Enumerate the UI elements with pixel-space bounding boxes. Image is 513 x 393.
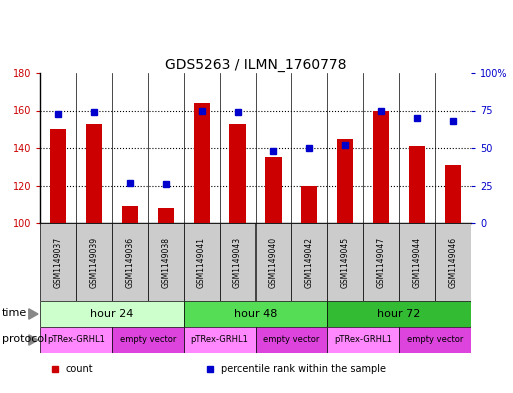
Bar [435, 223, 471, 301]
Bar [409, 146, 425, 223]
Text: GSM1149047: GSM1149047 [377, 237, 386, 288]
Text: empty vector: empty vector [120, 336, 176, 345]
Bar [363, 223, 399, 301]
Bar [40, 223, 76, 301]
Bar [229, 124, 246, 223]
Text: count: count [66, 364, 93, 374]
Text: percentile rank within the sample: percentile rank within the sample [221, 364, 386, 374]
Text: GSM1149046: GSM1149046 [448, 237, 458, 288]
Text: pTRex-GRHL1: pTRex-GRHL1 [334, 336, 392, 345]
Bar [148, 223, 184, 301]
Text: hour 72: hour 72 [378, 309, 421, 319]
Bar [291, 223, 327, 301]
Bar [255, 223, 291, 301]
Text: GSM1149043: GSM1149043 [233, 237, 242, 288]
Text: GSM1149038: GSM1149038 [161, 237, 170, 288]
Text: hour 48: hour 48 [234, 309, 277, 319]
Text: GSM1149041: GSM1149041 [197, 237, 206, 288]
Bar [265, 157, 282, 223]
Bar [399, 223, 435, 301]
Bar [184, 301, 327, 327]
Text: GSM1149036: GSM1149036 [125, 237, 134, 288]
Bar [40, 301, 184, 327]
Bar [112, 327, 184, 353]
Bar [112, 223, 148, 301]
Bar [76, 223, 112, 301]
Bar [157, 208, 174, 223]
Bar [193, 103, 210, 223]
Bar [255, 327, 327, 353]
Title: GDS5263 / ILMN_1760778: GDS5263 / ILMN_1760778 [165, 58, 346, 72]
Text: GSM1149040: GSM1149040 [269, 237, 278, 288]
Text: GSM1149042: GSM1149042 [305, 237, 314, 288]
Text: hour 24: hour 24 [90, 309, 133, 319]
Polygon shape [29, 309, 38, 319]
Text: pTRex-GRHL1: pTRex-GRHL1 [47, 336, 105, 345]
Bar [373, 110, 389, 223]
Bar [122, 206, 138, 223]
Text: GSM1149037: GSM1149037 [53, 237, 63, 288]
Bar [399, 327, 471, 353]
Bar [40, 327, 112, 353]
Text: time: time [2, 308, 27, 318]
Polygon shape [29, 335, 38, 345]
Text: empty vector: empty vector [263, 336, 320, 345]
Bar [327, 327, 399, 353]
Bar [184, 327, 255, 353]
Text: protocol: protocol [2, 334, 47, 344]
Bar [50, 129, 66, 223]
Bar [301, 185, 318, 223]
Text: empty vector: empty vector [407, 336, 463, 345]
Bar [327, 301, 471, 327]
Bar [337, 139, 353, 223]
Bar [220, 223, 255, 301]
Bar [445, 165, 461, 223]
Text: pTRex-GRHL1: pTRex-GRHL1 [191, 336, 248, 345]
Bar [184, 223, 220, 301]
Text: GSM1149044: GSM1149044 [412, 237, 422, 288]
Bar [327, 223, 363, 301]
Text: GSM1149039: GSM1149039 [89, 237, 98, 288]
Text: GSM1149045: GSM1149045 [341, 237, 350, 288]
Bar [86, 124, 102, 223]
